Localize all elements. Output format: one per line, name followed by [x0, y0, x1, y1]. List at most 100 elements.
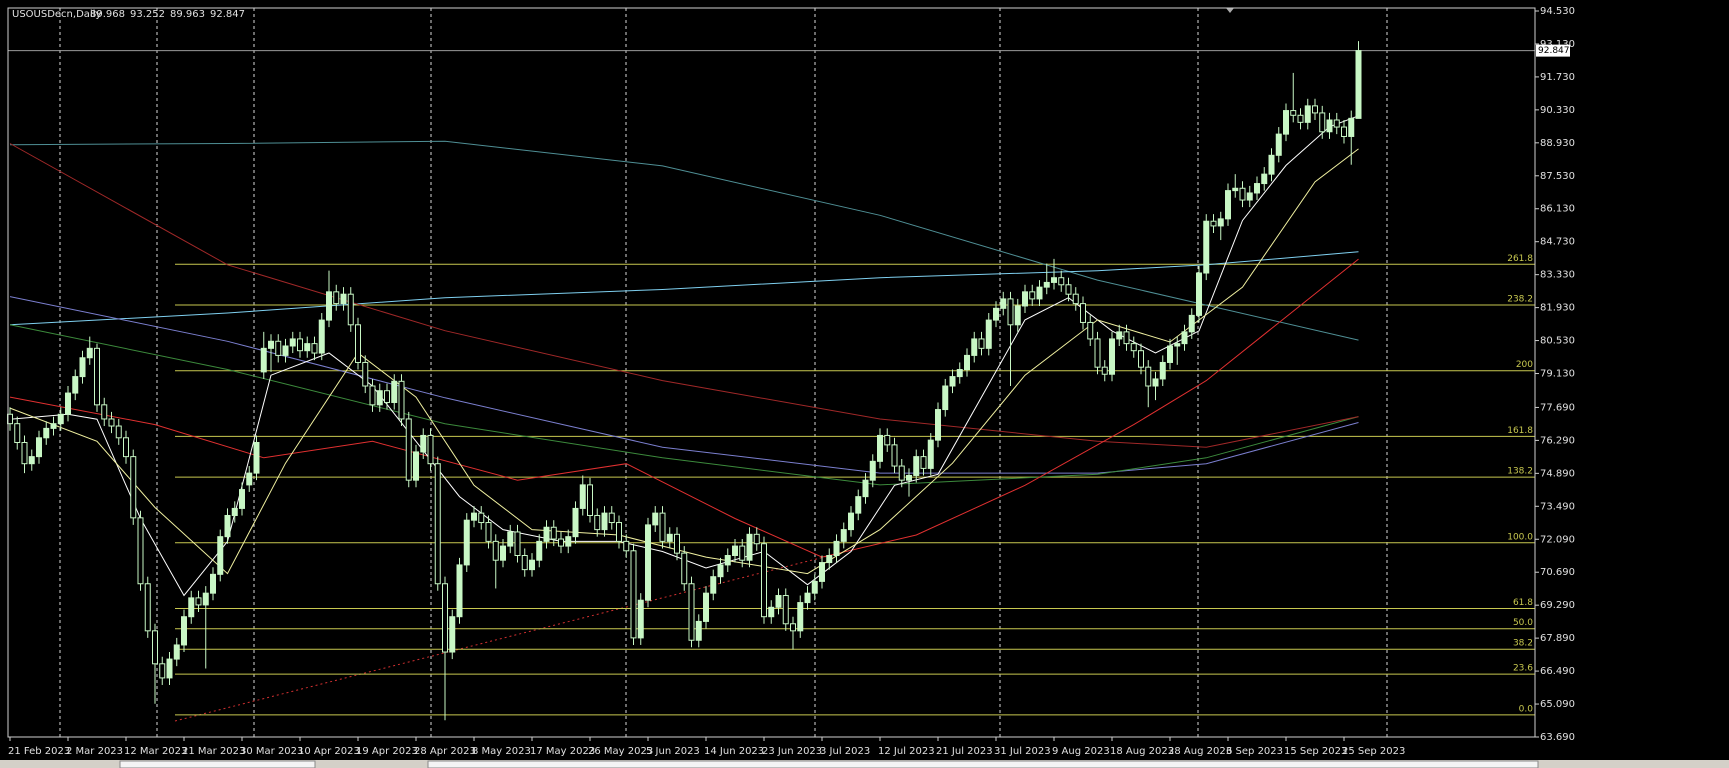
candle-body	[558, 538, 564, 547]
x-tick-label: 26 May 2023	[588, 746, 653, 757]
candle-body	[855, 496, 862, 514]
candle-body	[1290, 110, 1297, 116]
candle-body	[906, 474, 912, 481]
candle-body	[159, 663, 166, 679]
candle-body	[500, 545, 506, 561]
candle-body	[108, 418, 115, 427]
candle-body	[420, 434, 427, 453]
x-tick-label: 19 Apr 2023	[356, 746, 418, 757]
fib-label: 0.0	[1519, 704, 1534, 714]
candle-body	[884, 434, 891, 446]
y-tick-label: 94.530	[1540, 6, 1575, 17]
fib-label: 38.2	[1513, 639, 1533, 649]
candle-body	[695, 620, 702, 641]
candle-body	[993, 307, 999, 321]
candle-body	[1058, 277, 1065, 286]
candle-body	[391, 380, 398, 403]
fib-label: 100.0	[1507, 532, 1533, 542]
y-tick-label: 86.130	[1540, 204, 1575, 215]
candle-body	[529, 559, 535, 571]
y-tick-label: 66.490	[1540, 666, 1575, 677]
y-tick-label: 69.290	[1540, 600, 1575, 611]
candle-body	[688, 583, 695, 641]
candle-body	[898, 465, 905, 481]
candle-body	[50, 423, 57, 429]
x-tick-label: 12 Mar 2023	[124, 746, 187, 757]
candle-body	[79, 357, 86, 378]
candle-body	[1304, 105, 1311, 123]
candle-body	[405, 418, 412, 481]
candle-body	[28, 456, 35, 465]
candle-body	[340, 293, 347, 305]
candle-body	[1014, 305, 1021, 326]
y-tick-label: 81.930	[1540, 303, 1575, 314]
candle-body	[536, 540, 543, 561]
x-tick-label: 9 Aug 2023	[1052, 746, 1110, 757]
candle-body	[137, 517, 144, 585]
candle-body	[326, 291, 332, 321]
candle-body	[485, 522, 492, 542]
candle-body	[333, 291, 340, 305]
y-tick-label: 91.730	[1540, 72, 1575, 83]
candle-body	[181, 616, 187, 646]
x-tick-label: 15 Sep 2023	[1284, 746, 1347, 757]
candle-body	[869, 460, 876, 481]
candle-body	[347, 293, 354, 326]
candle-body	[1275, 133, 1282, 156]
x-tick-label: 17 May 2023	[530, 746, 595, 757]
candle-body	[1188, 314, 1195, 333]
y-tick-label: 83.330	[1540, 270, 1575, 281]
candle-body	[355, 324, 361, 363]
candle-body	[761, 543, 767, 618]
x-tick-label: 31 Jul 2023	[994, 746, 1051, 757]
fib-label: 50.0	[1513, 618, 1533, 628]
candle-body	[1109, 338, 1115, 375]
candle-body	[1094, 338, 1101, 368]
fib-label: 23.6	[1513, 664, 1533, 674]
candle-body	[275, 340, 282, 356]
candle-body	[1319, 112, 1326, 133]
header-close: 92.847	[210, 9, 245, 20]
candle-body	[862, 479, 869, 498]
candle-body	[1145, 366, 1152, 387]
scrollbar[interactable]	[427, 760, 1539, 768]
candle-body	[115, 425, 122, 439]
tab[interactable]	[119, 760, 316, 768]
candle-body	[217, 536, 224, 575]
candle-body	[57, 413, 64, 425]
candle-body	[819, 562, 825, 582]
shift-marker	[1226, 8, 1234, 13]
x-tick-label: 25 Sep 2023	[1342, 746, 1405, 757]
candle-body	[318, 319, 325, 354]
candle-body	[1341, 126, 1347, 137]
candle-body	[14, 423, 21, 444]
candle-body	[1022, 291, 1028, 307]
candle-body	[703, 592, 709, 622]
candle-body	[826, 555, 833, 564]
trend-line	[174, 552, 841, 722]
candle-body	[1246, 192, 1253, 201]
candle-body	[1123, 331, 1130, 345]
candle-body	[775, 595, 782, 608]
fib-label: 161.8	[1507, 426, 1533, 436]
candle-body	[964, 354, 970, 371]
candle-body	[101, 404, 108, 420]
y-tick-label: 88.930	[1540, 138, 1575, 149]
candle-body	[666, 533, 673, 542]
y-tick-label: 67.890	[1540, 633, 1575, 644]
candle-body	[877, 434, 883, 462]
candle-body	[833, 540, 840, 557]
candle-body	[1333, 119, 1340, 128]
y-tick-label: 70.690	[1540, 567, 1575, 578]
candle-body	[1043, 281, 1050, 288]
x-tick-label: 28 Aug 2023	[1168, 746, 1232, 757]
candle-body	[985, 319, 992, 349]
fib-label: 261.8	[1507, 254, 1533, 264]
fib-label: 138.2	[1507, 467, 1533, 477]
candle-body	[1283, 110, 1289, 135]
candle-body	[521, 555, 528, 571]
candle-body	[1312, 105, 1318, 114]
candle-body	[1326, 119, 1333, 133]
candle-body	[1210, 220, 1217, 227]
